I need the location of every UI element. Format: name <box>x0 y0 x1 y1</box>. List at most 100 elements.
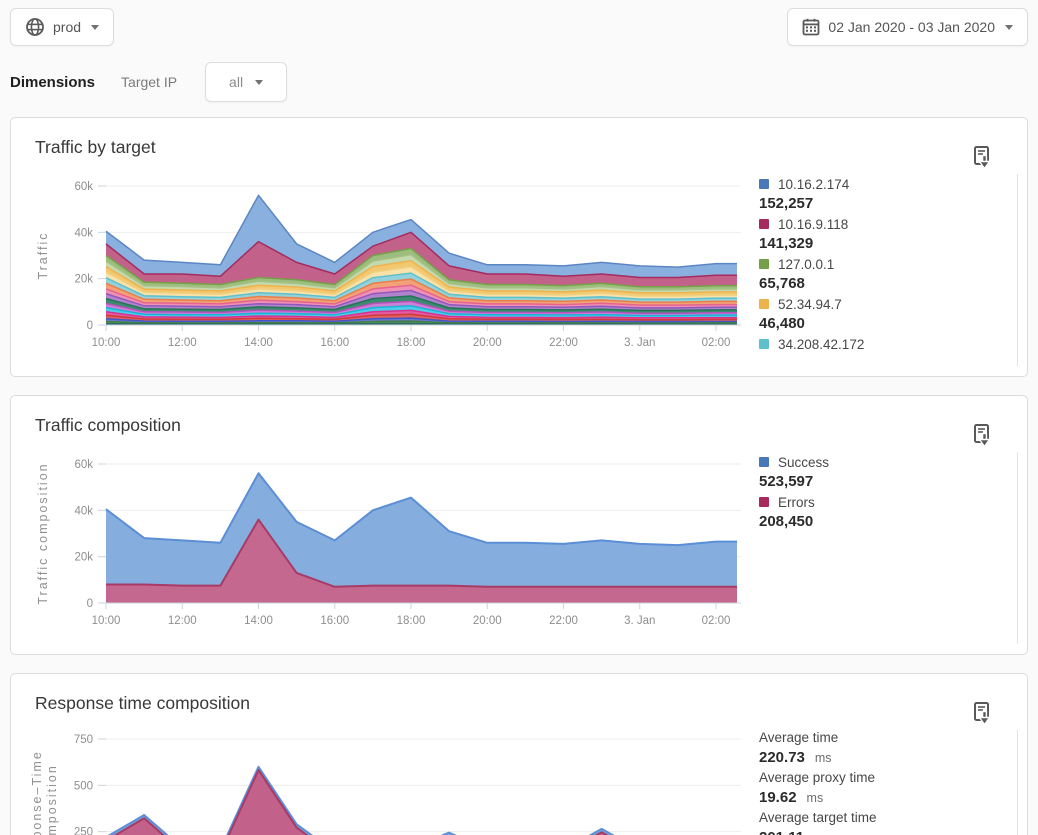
area-band-edge <box>105 322 737 326</box>
area-band-edge <box>105 253 737 291</box>
x-axis-tick-label: 12:00 <box>168 337 197 349</box>
download-report-button[interactable] <box>971 423 995 449</box>
y-axis-tick-label: 40k <box>74 505 93 517</box>
legend-label: 127.0.0.1 <box>778 256 835 272</box>
legend-traffic-composition: Success 523,597 Errors 208,450 <box>759 452 1009 532</box>
stat-unit: ms <box>814 751 832 765</box>
area-band-edge <box>105 247 737 288</box>
area-band-edge <box>105 472 737 547</box>
legend-label: 52.34.94.7 <box>778 296 842 312</box>
area-band-edge <box>106 518 737 588</box>
area-band-edge <box>105 231 737 279</box>
y-axis-tick-label: 40k <box>74 227 93 239</box>
area-band-edge <box>105 317 737 323</box>
date-range-picker[interactable]: 02 Jan 2020 - 03 Jan 2020 <box>787 8 1028 46</box>
y-axis-title: composition <box>45 764 59 835</box>
x-axis-tick-label: 3. Jan <box>624 337 655 349</box>
area-band-target-time <box>115 770 607 835</box>
area-band-edge <box>105 266 737 297</box>
stat-label: Average time <box>759 730 839 745</box>
legend-label: 34.208.42.172 <box>778 336 865 352</box>
target-ip-select[interactable]: all <box>205 62 288 102</box>
area-band-edge <box>105 289 737 309</box>
chevron-down-icon <box>91 24 100 30</box>
legend-item-52.34.94.7[interactable]: 52.34.94.7 <box>759 294 1009 314</box>
legend-item-10.16.2.174[interactable]: 10.16.2.174 <box>759 174 1009 194</box>
y-axis-tick-label: 750 <box>74 734 93 746</box>
chevron-down-icon <box>1005 24 1013 30</box>
legend-scrollbar[interactable] <box>1017 174 1018 366</box>
y-axis-tick-label: 60k <box>74 459 93 471</box>
area-band-edge <box>105 295 737 312</box>
card-traffic-composition: Traffic composition 0 20k 40k 60k 10:00 12:00… <box>10 395 1028 655</box>
chart-response-time-composition[interactable]: 250 500 750 Response–Time composition <box>11 714 749 835</box>
x-axis-tick-label: 20:00 <box>473 615 502 627</box>
legend-swatch <box>759 219 769 229</box>
stat-unit: ms <box>806 791 824 805</box>
legend-swatch <box>759 457 769 467</box>
download-report-button[interactable] <box>971 145 995 171</box>
chart-traffic-composition[interactable]: 0 20k 40k 60k 10:00 12:00 14:00 16:00 18:00 20:00… <box>11 436 749 646</box>
legend-item-127.0.0.1[interactable]: 127.0.0.1 <box>759 254 1009 274</box>
legend-item-10.16.9.118[interactable]: 10.16.9.118 <box>759 214 1009 234</box>
x-axis-tick-label: 18:00 <box>397 337 426 349</box>
legend-traffic-by-target: 10.16.2.174 152,257 10.16.9.118 141,329 127.… <box>759 174 1009 354</box>
card-traffic-by-target: Traffic by target 0 20k 40k 60k 10:00 12:00 14… <box>10 117 1028 377</box>
x-axis-tick-label: 20:00 <box>473 337 502 349</box>
y-axis-title: Traffic <box>36 231 50 279</box>
legend-swatch <box>759 339 769 349</box>
area-band-Errors <box>106 519 737 603</box>
x-axis-tick-label: 18:00 <box>397 615 426 627</box>
x-axis-tick-label: 10:00 <box>92 615 121 627</box>
area-band-edge <box>105 272 737 300</box>
y-axis-tick-label: 20k <box>74 552 93 564</box>
x-axis-tick-label: 16:00 <box>320 337 349 349</box>
area-band-edge <box>105 284 737 306</box>
legend-label: Errors <box>778 494 815 510</box>
x-axis-tick-label: 22:00 <box>549 337 578 349</box>
area-band-edge <box>105 194 737 268</box>
chart-title: Traffic composition <box>35 415 181 435</box>
stat-value: 201.11 <box>759 829 804 835</box>
y-axis-tick-label: 0 <box>87 598 93 610</box>
chart-traffic-by-target[interactable]: 0 20k 40k 60k 10:00 12:00 14:00 16:00 18:00 20:00… <box>11 158 749 368</box>
download-report-button[interactable] <box>971 701 995 727</box>
legend-item-Success[interactable]: Success <box>759 452 1009 472</box>
legend-value: 141,329 <box>759 235 814 252</box>
response-time-stats: Average time 220.73 ms Average proxy time 19… <box>759 728 1009 835</box>
x-axis-tick-label: 22:00 <box>549 615 578 627</box>
y-axis-tick-label: 0 <box>87 320 93 332</box>
y-axis-title: Response–Time <box>30 750 44 835</box>
calendar-icon <box>802 18 820 36</box>
card-response-time-composition: Response time composition 250 500 750 Respo… <box>10 673 1028 835</box>
x-axis-tick-label: 10:00 <box>92 337 121 349</box>
area-band-edge <box>105 260 737 294</box>
area-band-total-time <box>109 766 613 835</box>
y-axis-tick-label: 500 <box>74 780 93 792</box>
environment-selector[interactable]: prod <box>10 8 115 46</box>
legend-swatch <box>759 179 769 189</box>
x-axis-tick-label: 02:00 <box>702 615 731 627</box>
area-band-Success <box>106 473 737 603</box>
stat-label: Average target time <box>759 810 877 825</box>
legend-label: Success <box>778 454 830 470</box>
stat-value: 220.73 <box>759 749 805 766</box>
area-band-edge <box>105 278 737 303</box>
x-axis-tick-label: 16:00 <box>320 615 349 627</box>
target-ip-value: all <box>229 74 244 90</box>
stat-value-row: 19.62 ms <box>759 788 1009 808</box>
area-band-edge <box>113 769 609 835</box>
area-band-edge <box>107 765 615 835</box>
legend-item-34.208.42.172[interactable]: 34.208.42.172 <box>759 334 1009 354</box>
legend-label: 10.16.2.174 <box>778 176 850 192</box>
chart-title: Response time composition <box>35 693 250 713</box>
legend-value: 65,768 <box>759 275 805 292</box>
x-axis-tick-label: 14:00 <box>244 337 273 349</box>
y-axis-title: Traffic composition <box>36 462 50 604</box>
globe-icon <box>25 17 45 37</box>
legend-scrollbar[interactable] <box>1017 730 1018 835</box>
legend-scrollbar[interactable] <box>1017 452 1018 644</box>
legend-value: 523,597 <box>759 473 814 490</box>
legend-item-Errors[interactable]: Errors <box>759 492 1009 512</box>
x-axis-tick-label: 3. Jan <box>624 615 655 627</box>
